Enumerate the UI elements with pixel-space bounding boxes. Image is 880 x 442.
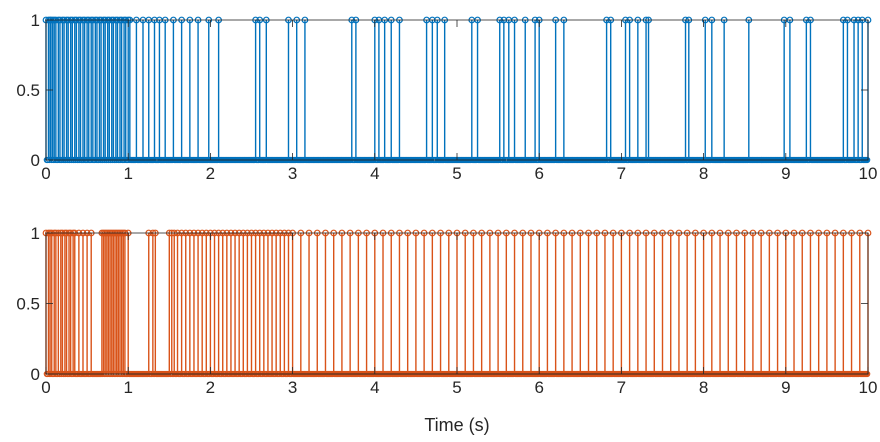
x-tick-label: 2 [206,164,215,183]
y-tick-label: 0 [31,365,40,384]
axes-box-top [46,20,868,160]
x-tick-label: 5 [452,164,461,183]
y-tick-labels-top: 00.51 [16,11,868,170]
x-tick-label: 1 [123,378,132,397]
x-tick-labels-bottom: 0 1 2 3 4 5 6 7 8 9 10 [41,233,877,397]
x-tick-labels-top: 0 1 2 3 4 5 6 7 8 9 10 [41,20,877,183]
x-tick-label: 6 [534,378,543,397]
y-tick-label: 0.5 [16,81,40,100]
x-tick-label: 10 [859,378,878,397]
y-tick-label: 1 [31,11,40,30]
x-tick-label: 9 [781,378,790,397]
x-tick-label: 4 [370,378,379,397]
x-tick-label: 4 [370,164,379,183]
x-tick-label: 0 [41,164,50,183]
x-tick-label: 3 [288,378,297,397]
y-tick-label: 1 [31,224,40,243]
subplot-top: 0 1 2 3 4 5 6 7 8 9 10 00.51 [16,11,877,183]
stem-series-top [42,16,872,160]
subplot-bottom: 0 1 2 3 4 5 6 7 8 9 10 00.51 Time (s) [16,224,877,435]
x-tick-label: 7 [617,378,626,397]
x-tick-label: 3 [288,164,297,183]
x-tick-label: 5 [452,378,461,397]
x-tick-label: 8 [699,378,708,397]
x-tick-label: 2 [206,378,215,397]
y-tick-label: 0 [31,151,40,170]
x-axis-label: Time (s) [424,415,489,435]
y-tick-labels-bottom: 00.51 [16,224,868,384]
x-tick-label: 0 [41,378,50,397]
x-tick-label: 6 [534,164,543,183]
x-tick-label: 9 [781,164,790,183]
y-tick-label: 0.5 [16,295,40,314]
x-tick-label: 7 [617,164,626,183]
x-tick-label: 8 [699,164,708,183]
x-tick-label: 10 [859,164,878,183]
x-tick-label: 1 [123,164,132,183]
